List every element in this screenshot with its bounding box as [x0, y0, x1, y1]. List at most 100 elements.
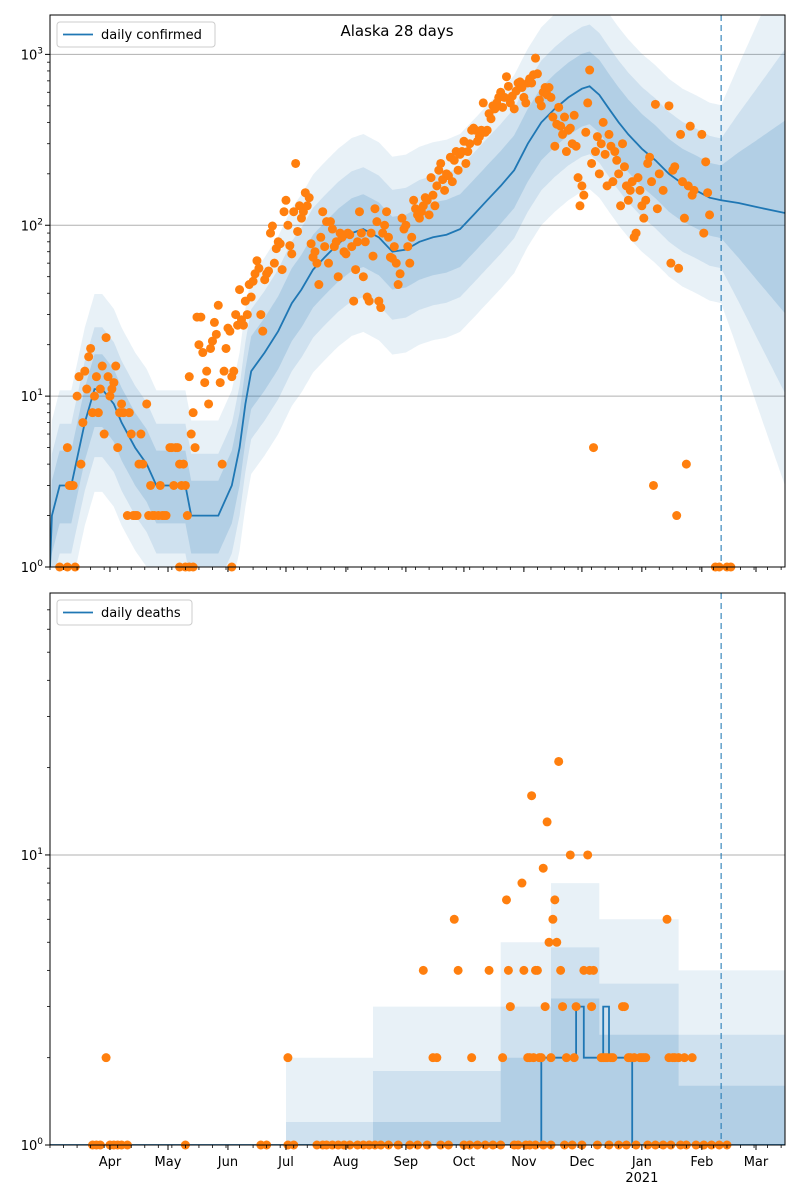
data-point — [126, 429, 136, 439]
data-point — [434, 165, 444, 175]
data-point — [405, 258, 415, 268]
data-point — [258, 326, 268, 336]
data-point — [169, 480, 179, 490]
data-point — [283, 1053, 293, 1063]
data-point — [672, 511, 682, 521]
data-point — [320, 242, 330, 252]
data-point — [600, 149, 610, 159]
data-point — [341, 249, 351, 259]
data-point — [101, 1053, 111, 1063]
data-point — [436, 158, 446, 168]
data-point — [589, 965, 599, 975]
data-point — [679, 213, 689, 223]
data-point — [538, 863, 548, 873]
data-point — [689, 185, 699, 195]
data-point — [293, 226, 303, 236]
data-point — [500, 92, 510, 102]
x-year-label: 2021 — [625, 1171, 658, 1186]
data-point — [449, 155, 459, 165]
data-point — [554, 102, 564, 112]
data-point — [269, 258, 279, 268]
data-point — [536, 101, 546, 111]
data-point — [565, 123, 575, 133]
data-point — [74, 372, 84, 382]
data-point — [517, 878, 527, 888]
uncertainty-band-mid — [50, 947, 785, 1145]
data-point — [246, 292, 256, 302]
data-point — [62, 443, 72, 453]
data-point — [612, 155, 622, 165]
data-point — [685, 121, 695, 131]
data-point — [560, 112, 569, 122]
data-point — [550, 895, 560, 905]
data-point — [409, 195, 419, 205]
data-point — [333, 272, 343, 282]
data-point — [188, 408, 198, 418]
legend-label: daily confirmed — [101, 28, 202, 43]
data-point — [235, 285, 245, 295]
data-point — [242, 310, 252, 320]
data-point — [679, 1053, 689, 1063]
data-point — [349, 296, 359, 306]
legend: daily deaths — [56, 599, 193, 626]
x-tick-label: Oct — [453, 1155, 475, 1170]
data-point — [676, 129, 686, 139]
data-point — [229, 366, 239, 376]
data-point — [426, 173, 436, 183]
data-point — [138, 459, 148, 469]
data-point — [219, 366, 229, 376]
data-point — [117, 399, 127, 409]
data-point — [616, 201, 626, 211]
data-point — [583, 98, 593, 108]
data-point — [403, 242, 413, 252]
data-point — [527, 791, 537, 801]
data-point — [213, 300, 223, 310]
data-point — [596, 139, 606, 149]
data-point — [277, 265, 287, 275]
data-point — [440, 185, 450, 195]
data-point — [589, 443, 599, 453]
data-point — [703, 188, 713, 198]
legend-box — [56, 599, 193, 626]
data-point — [142, 399, 152, 409]
data-point — [544, 937, 554, 947]
data-point — [447, 177, 457, 187]
data-point — [575, 201, 585, 211]
data-point — [356, 228, 366, 238]
x-tick-label: Nov — [511, 1155, 537, 1170]
data-point — [266, 228, 275, 238]
data-point — [314, 280, 324, 290]
data-point — [95, 384, 105, 394]
data-point — [598, 117, 608, 127]
data-point — [316, 232, 326, 242]
data-point — [614, 169, 624, 179]
data-point — [674, 263, 684, 273]
data-point — [155, 480, 165, 490]
data-point — [204, 399, 214, 409]
axes-frame — [49, 14, 786, 568]
data-point — [202, 366, 212, 376]
data-point — [111, 361, 121, 371]
data-point — [198, 348, 208, 358]
data-point — [275, 239, 285, 249]
y-tick-label: 101 — [21, 847, 43, 864]
data-point — [610, 147, 620, 157]
data-point — [608, 1053, 618, 1063]
data-point — [565, 850, 575, 860]
data-point — [345, 230, 355, 240]
data-point — [113, 443, 123, 453]
data-point — [318, 207, 328, 217]
data-point — [552, 937, 562, 947]
data-point — [666, 258, 676, 268]
data-point — [376, 303, 386, 313]
data-point — [325, 217, 335, 227]
data-point — [287, 249, 297, 259]
data-point — [136, 429, 146, 439]
y-tick-label: 100 — [21, 559, 44, 576]
data-point — [217, 459, 227, 469]
x-tick-label: Sep — [394, 1155, 419, 1170]
confirmed-panel: 100 101 102 103 daily confirmed Alaska 28 day… — [21, 14, 786, 576]
data-point — [264, 266, 274, 276]
data-point — [370, 204, 380, 214]
data-point — [670, 162, 680, 172]
